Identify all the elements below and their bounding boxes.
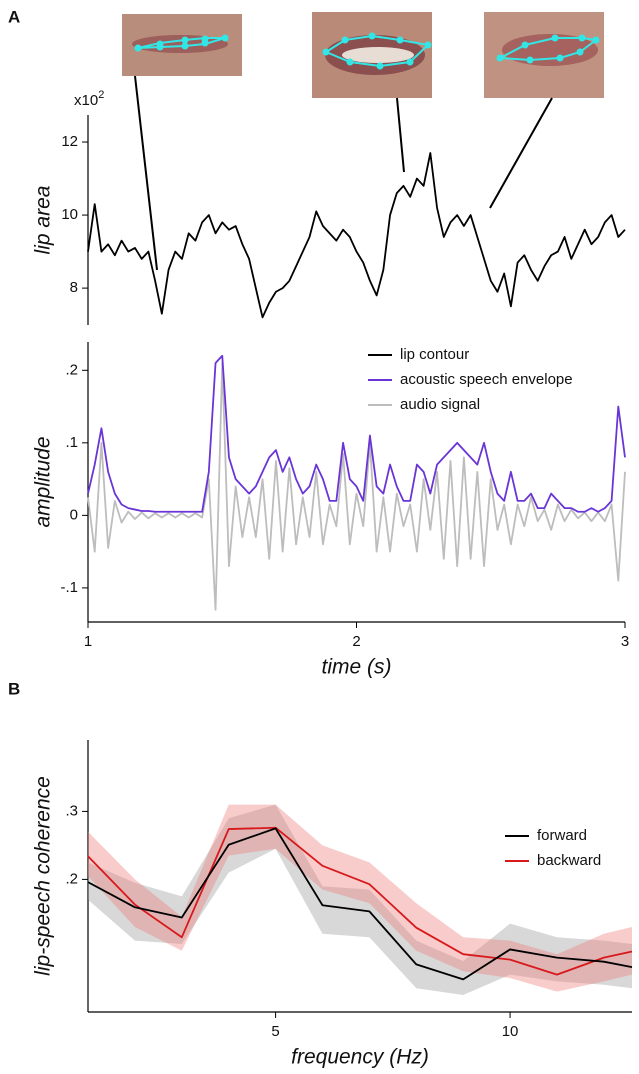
pointer-line — [134, 75, 158, 271]
y-tick-label: 0 — [70, 506, 78, 523]
x-axis-label: frequency (Hz) — [291, 1046, 429, 1069]
legend-label: lip contour — [400, 346, 469, 363]
series-line — [87, 827, 633, 981]
y-tick-label: .3 — [65, 802, 78, 819]
panel-label: B — [8, 679, 20, 698]
x-tick-label: 1 — [84, 633, 92, 650]
y-axis-label: lip-speech coherence — [32, 776, 55, 976]
x-tick-label: 10 — [502, 1023, 519, 1040]
x-axis-label: time (s) — [322, 656, 392, 679]
legend-label: forward — [537, 827, 587, 844]
y-tick-label: .1 — [65, 434, 78, 451]
y-tick-label: 12 — [61, 133, 78, 150]
x-tick-label: 3 — [621, 633, 629, 650]
y-tick-label: 10 — [61, 206, 78, 223]
lip-image — [484, 12, 604, 98]
x-tick-label: 5 — [271, 1023, 279, 1040]
x-tick-label: 2 — [352, 633, 360, 650]
legend-label: acoustic speech envelope — [400, 371, 573, 388]
legend-label: audio signal — [400, 396, 480, 413]
series-line — [87, 826, 633, 976]
lip-image — [312, 12, 432, 98]
series-line — [87, 152, 626, 319]
series-line — [87, 362, 626, 611]
y-scale-label: x102 — [74, 89, 104, 109]
lip-image — [122, 14, 242, 76]
y-tick-label: -.1 — [60, 579, 78, 596]
pointer-line — [396, 97, 405, 173]
y-tick-label: .2 — [65, 361, 78, 378]
y-tick-label: .2 — [65, 870, 78, 887]
panel-label: A — [8, 7, 20, 26]
y-axis-label: amplitude — [32, 436, 55, 527]
legend-label: backward — [537, 852, 601, 869]
y-axis-label: lip area — [32, 186, 55, 255]
pointer-line — [489, 97, 553, 209]
series-line — [87, 354, 626, 513]
y-tick-label: 8 — [70, 279, 78, 296]
